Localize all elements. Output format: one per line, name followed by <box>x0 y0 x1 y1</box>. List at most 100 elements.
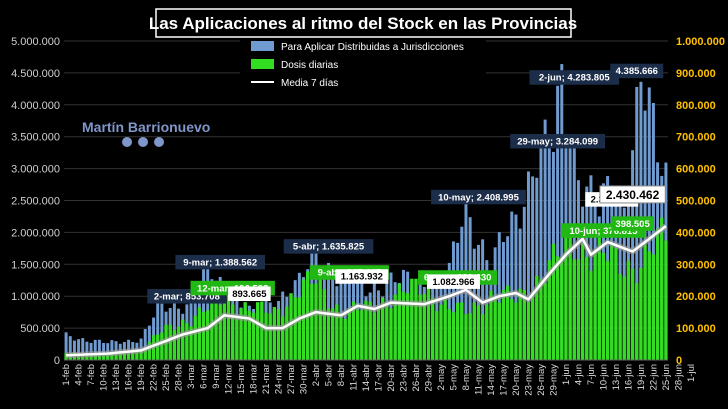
x-axis-tick-label: 18-mar <box>249 364 260 394</box>
daily-bar <box>485 304 489 360</box>
x-axis-tick-label: 20-may <box>511 364 522 396</box>
stock-bar <box>77 339 81 360</box>
daily-bar <box>176 326 181 360</box>
daily-bar <box>476 305 481 360</box>
right-axis: 0 100.000 200.000 300.000 400.000 500.000 600.… <box>676 36 725 367</box>
right-axis-tick-label: 600.000 <box>676 164 716 176</box>
x-axis-tick-label: 15-mar <box>236 364 247 394</box>
left-axis-tick-label: 3.500.000 <box>11 132 60 144</box>
annotation-box <box>283 239 374 254</box>
daily-bar <box>189 326 193 360</box>
x-axis-tick-label: 11-abr <box>349 364 360 391</box>
left-axis-tick-label: 5.000.000 <box>11 36 60 48</box>
daily-bar <box>122 352 127 360</box>
title-box: Las Aplicaciones al ritmo del Stock en l… <box>149 8 577 38</box>
x-axis-tick-label: 5-may <box>448 364 459 391</box>
x-axis-tick-label: 5-abr <box>324 364 335 386</box>
daily-bar <box>376 308 381 360</box>
daily-bar <box>418 294 422 360</box>
daily-bar <box>110 354 114 360</box>
x-axis-tick-label: 28-feb <box>174 364 185 391</box>
daily-bar <box>451 312 456 360</box>
daily-bar <box>430 297 435 360</box>
annotation-label: 2.430.462 <box>606 188 660 202</box>
daily-bar <box>460 302 464 360</box>
daily-bar <box>118 352 122 360</box>
daily-bar <box>322 289 327 360</box>
annotation-label: 9-mar; 1.388.562 <box>183 257 257 268</box>
annotation-label: 2-mar; 853.708 <box>154 292 220 303</box>
stock-bar <box>64 332 68 360</box>
daily-bar <box>443 298 447 360</box>
daily-bar <box>243 302 247 360</box>
annotation-label: 10-jun; 376.815 <box>569 226 638 237</box>
stock-bar <box>514 214 518 360</box>
annotation-label: 1.163.932 <box>341 272 383 283</box>
daily-bar <box>351 301 356 360</box>
daily-bar <box>326 308 331 360</box>
daily-bar <box>555 256 560 360</box>
x-axis-tick-label: 17-abr <box>373 364 384 391</box>
legend-label-avg: Media 7 días <box>281 78 338 89</box>
left-axis-tick-label: 1.500.000 <box>11 259 60 271</box>
daily-bar <box>272 307 277 360</box>
daily-bar <box>601 252 606 360</box>
watermark-text: Martín Barrionuevo <box>82 119 210 135</box>
stock-bar <box>556 85 560 360</box>
right-axis-tick-label: 1.000.000 <box>676 36 725 48</box>
left-axis-tick-label: 1.000.000 <box>11 291 60 303</box>
left-axis: 0 500.000 1.000.000 1.500.000 2.000.000 2.500… <box>11 36 60 367</box>
x-axis-tick-label: 25-jun <box>661 364 672 390</box>
x-axis-tick-label: 24-mar <box>274 364 285 394</box>
daily-bar <box>318 276 322 360</box>
daily-bar <box>276 309 281 360</box>
daily-bar <box>426 286 431 360</box>
x-axis-tick-label: 10-jun <box>598 364 609 390</box>
daily-bar <box>347 307 352 360</box>
daily-bar <box>264 312 268 360</box>
daily-bar <box>626 260 631 360</box>
daily-bar <box>635 283 639 360</box>
daily-bar <box>510 299 514 360</box>
stock-bar <box>143 329 147 360</box>
x-axis-tick-label: 1-feb <box>61 364 72 386</box>
daily-bar <box>572 259 576 360</box>
daily-bar <box>235 315 239 360</box>
daily-bar <box>518 288 522 360</box>
annotation-box <box>431 189 526 205</box>
daily-bar <box>647 251 651 360</box>
daily-bar <box>281 316 285 360</box>
daily-bar <box>314 283 318 360</box>
x-axis-tick-label: 22-feb <box>149 364 160 391</box>
daily-bar <box>605 260 610 360</box>
avg-line-group <box>66 223 668 359</box>
daily-bar <box>193 315 197 360</box>
daily-bar <box>447 309 451 360</box>
x-axis-tick-label: 10-feb <box>99 364 110 391</box>
x-axis-tick-label: 4-jun <box>573 364 584 385</box>
daily-bar <box>614 248 618 360</box>
x-axis-tick-label: 3-mar <box>186 364 197 389</box>
daily-bar <box>405 293 410 360</box>
annotation-label: 1.082.966 <box>432 277 474 288</box>
daily-bar <box>335 304 339 360</box>
daily-bar <box>385 302 389 360</box>
stock-bar <box>81 338 85 360</box>
daily-bar <box>505 285 510 360</box>
x-axis-tick-label: 1-jun <box>561 364 572 385</box>
stock-bar <box>631 150 635 360</box>
x-axis-tick-label: 7-feb <box>86 364 97 386</box>
x-axis-tick-label: 2-may <box>436 364 447 391</box>
daily-bar <box>256 302 260 360</box>
daily-bar <box>355 309 360 360</box>
annotation-box <box>610 63 664 79</box>
daily-bar <box>218 304 222 360</box>
daily-bar <box>435 311 439 360</box>
stock-bar <box>97 339 101 360</box>
right-axis-tick-label: 900.000 <box>676 68 716 80</box>
daily-bar <box>372 312 377 360</box>
daily-bar <box>593 251 597 360</box>
daily-bar <box>651 254 656 360</box>
x-axis-tick-label: 21-mar <box>261 364 272 394</box>
